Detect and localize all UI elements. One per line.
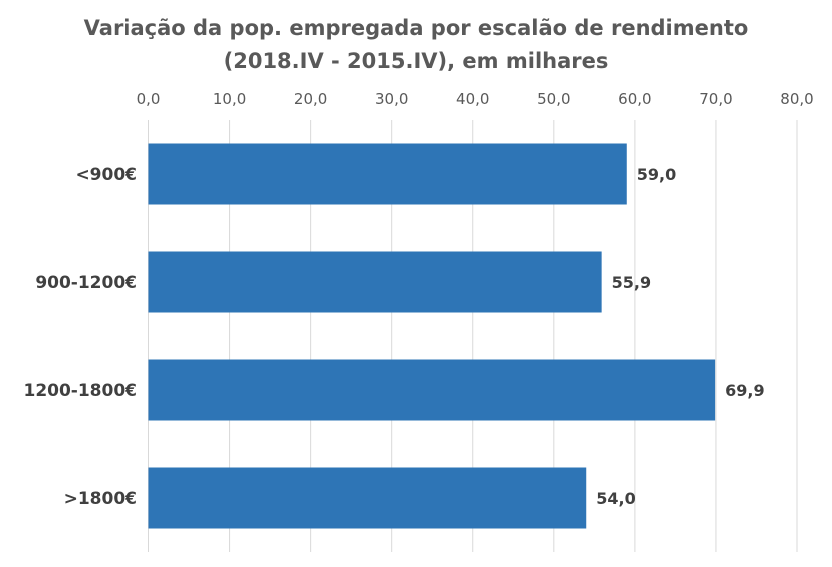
data-label: 54,0 xyxy=(596,489,635,508)
x-tick-label: 30,0 xyxy=(375,90,408,108)
bar xyxy=(148,143,627,205)
x-axis-ticks: 0,0 10,0 20,0 30,0 40,0 50,0 60,0 70,0 80,0 xyxy=(137,90,814,108)
data-label: 59,0 xyxy=(637,165,676,184)
chart-title-line-1: Variação da pop. empregada por escalão d… xyxy=(84,16,749,40)
bar xyxy=(148,359,716,421)
data-label: 69,9 xyxy=(725,381,764,400)
category-label: >1800€ xyxy=(64,489,137,509)
chart-title-line-2: (2018.IV - 2015.IV), em milhares xyxy=(224,49,609,73)
x-tick-label: 20,0 xyxy=(294,90,327,108)
category-label: <900€ xyxy=(75,165,137,185)
x-tick-label: 60,0 xyxy=(618,90,651,108)
x-tick-label: 50,0 xyxy=(537,90,570,108)
bar xyxy=(148,251,602,313)
x-tick-label: 0,0 xyxy=(137,90,161,108)
x-tick-label: 80,0 xyxy=(780,90,813,108)
x-tick-label: 10,0 xyxy=(213,90,246,108)
x-tick-label: 70,0 xyxy=(699,90,732,108)
data-labels: 59,0 55,9 69,9 54,0 xyxy=(596,165,764,508)
x-tick-label: 40,0 xyxy=(456,90,489,108)
category-label: 1200-1800€ xyxy=(23,381,137,401)
bars xyxy=(148,143,716,529)
bar xyxy=(148,467,587,529)
category-labels: <900€ 900-1200€ 1200-1800€ >1800€ xyxy=(23,165,137,509)
data-label: 55,9 xyxy=(612,273,651,292)
category-label: 900-1200€ xyxy=(35,273,137,293)
